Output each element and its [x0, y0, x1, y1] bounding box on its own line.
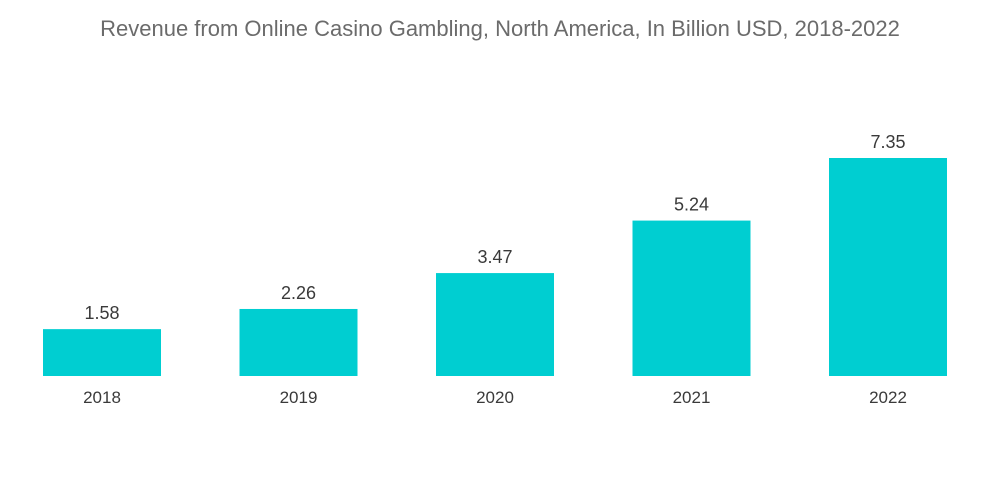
x-tick-label-2018: 2018	[83, 388, 121, 407]
bar-2020	[436, 273, 554, 376]
data-label-2019: 2.26	[281, 283, 316, 303]
bar-2018	[43, 329, 161, 376]
bar-2021	[632, 220, 751, 376]
data-label-2020: 3.47	[477, 247, 512, 267]
chart-title: Revenue from Online Casino Gambling, Nor…	[100, 16, 900, 41]
data-label-2018: 1.58	[84, 303, 119, 323]
x-tick-label-2019: 2019	[280, 388, 318, 407]
x-tick-label-2022: 2022	[869, 388, 907, 407]
bar-2022	[829, 158, 947, 376]
x-tick-label-2021: 2021	[673, 388, 711, 407]
data-label-2021: 5.24	[674, 195, 709, 215]
bar-2019	[239, 308, 358, 376]
x-tick-label-2020: 2020	[476, 388, 514, 407]
data-label-2022: 7.35	[870, 132, 905, 152]
